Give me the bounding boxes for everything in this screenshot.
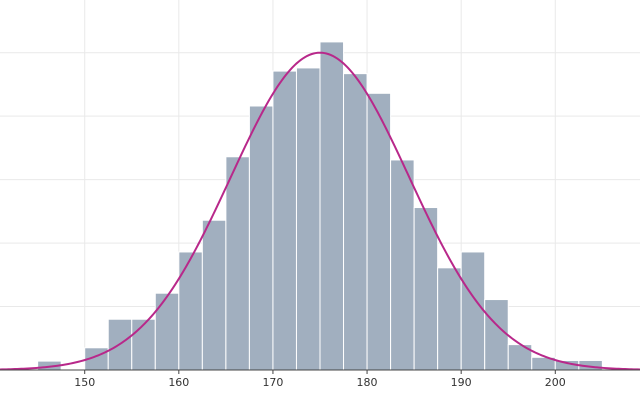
histogram-bar [178, 251, 203, 371]
histogram-bar [366, 92, 392, 371]
histogram-bar [248, 105, 274, 371]
x-axis: 150 160 170 180 190 200 [0, 369, 640, 389]
x-tick-label: 200 [545, 376, 566, 389]
histogram-bar [295, 67, 321, 371]
x-tick-label: 170 [262, 376, 283, 389]
histogram-bar [343, 73, 368, 371]
x-tick-label: 190 [451, 376, 472, 389]
normal-fit-curve-layer [0, 51, 640, 371]
histogram-bar [201, 219, 227, 371]
histogram-bar [460, 251, 486, 371]
histogram-bar [390, 159, 415, 371]
histogram-bar [272, 70, 297, 371]
histogram-bar [225, 156, 250, 371]
histogram-bar [437, 267, 462, 371]
histogram-bar [131, 318, 156, 371]
histogram-bar [413, 207, 439, 371]
histogram-bar [484, 299, 509, 371]
histogram-bars [37, 41, 603, 371]
x-tick-label: 150 [74, 376, 95, 389]
x-tick-label: 180 [357, 376, 378, 389]
x-tick-label: 160 [168, 376, 189, 389]
histogram-bar [154, 292, 180, 371]
normal-fit-curve [0, 51, 640, 371]
histogram-bar [319, 41, 345, 371]
